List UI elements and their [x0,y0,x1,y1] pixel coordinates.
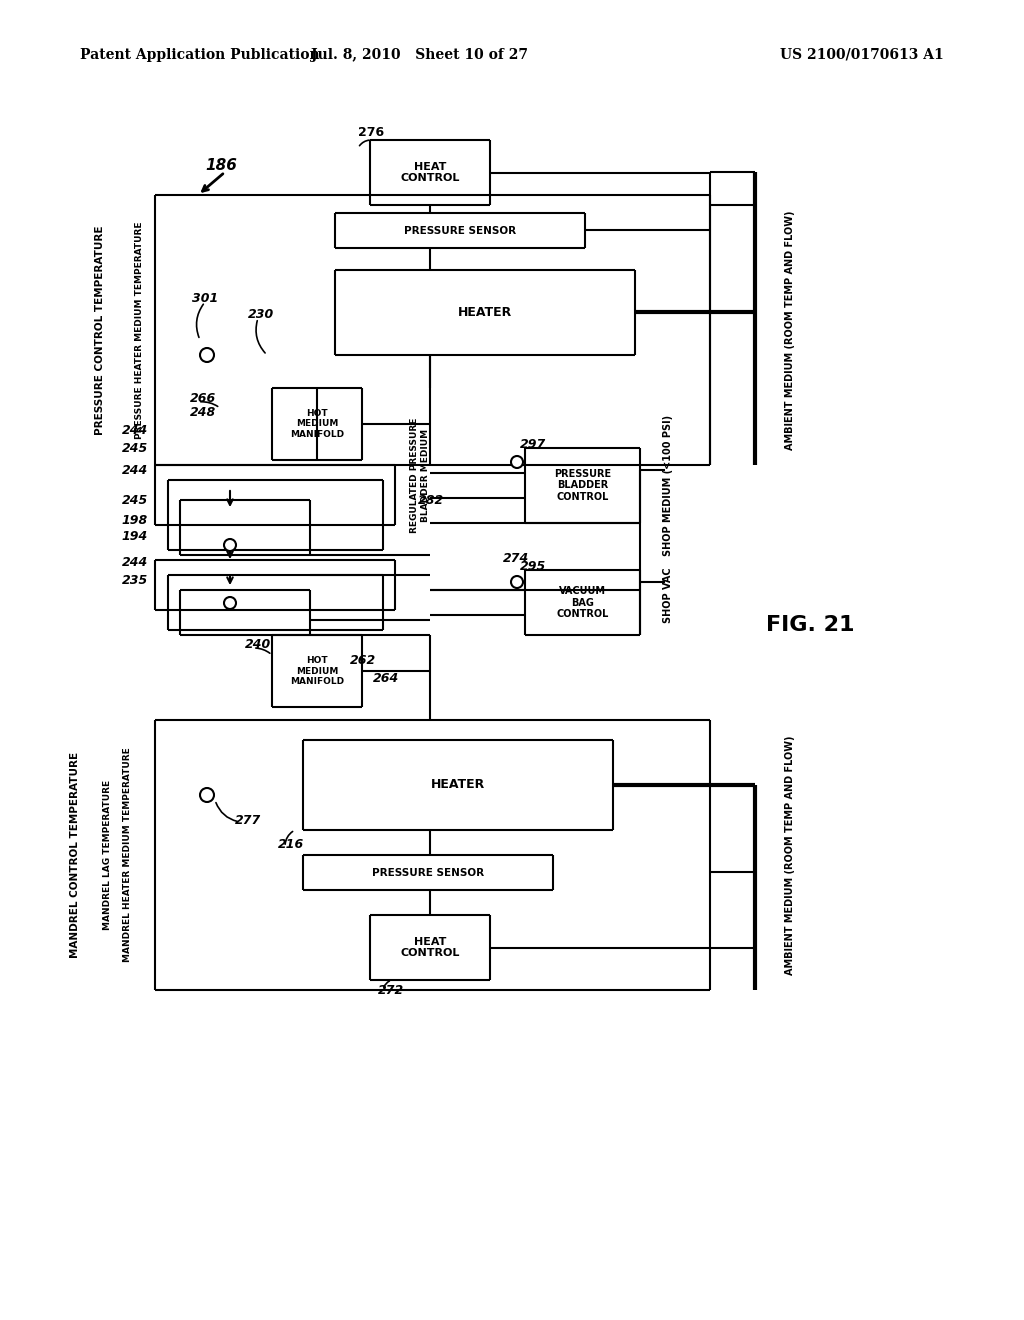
Circle shape [200,788,214,803]
Text: PRESSURE SENSOR: PRESSURE SENSOR [403,226,516,235]
Text: 282: 282 [418,494,444,507]
Text: REGULATED PRESSURE
BLADDER MEDIUM: REGULATED PRESSURE BLADDER MEDIUM [411,417,430,533]
Text: 216: 216 [278,838,304,851]
Text: AMBIENT MEDIUM (ROOM TEMP AND FLOW): AMBIENT MEDIUM (ROOM TEMP AND FLOW) [785,210,795,450]
Text: 272: 272 [378,983,404,997]
Text: PRESSURE CONTROL TEMPERATURE: PRESSURE CONTROL TEMPERATURE [95,226,105,434]
Text: 277: 277 [234,813,261,826]
Circle shape [511,576,523,587]
Text: PRESSURE SENSOR: PRESSURE SENSOR [372,867,484,878]
Text: 264: 264 [373,672,399,685]
Text: HEATER: HEATER [458,306,512,319]
Text: HEATER: HEATER [431,779,485,792]
Text: 274: 274 [503,552,529,565]
Text: 266: 266 [190,392,216,404]
Text: MANDREL LAG TEMPERATURE: MANDREL LAG TEMPERATURE [103,780,113,931]
Text: SHOP MEDIUM (<100 PSI): SHOP MEDIUM (<100 PSI) [663,414,673,556]
Text: 244: 244 [122,463,148,477]
Text: FIG. 21: FIG. 21 [766,615,854,635]
Text: SHOP VAC: SHOP VAC [663,568,673,623]
Text: HEAT
CONTROL: HEAT CONTROL [400,937,460,958]
Text: VACUUM
BAG
CONTROL: VACUUM BAG CONTROL [556,586,608,619]
Text: HEAT
CONTROL: HEAT CONTROL [400,162,460,183]
Text: 244: 244 [122,424,148,437]
Text: 186: 186 [205,157,237,173]
Text: MANDREL CONTROL TEMPERATURE: MANDREL CONTROL TEMPERATURE [70,752,80,958]
Circle shape [224,597,236,609]
Text: 295: 295 [520,561,546,573]
Text: PRESSURE
BLADDER
CONTROL: PRESSURE BLADDER CONTROL [554,469,611,502]
Circle shape [224,539,236,550]
Text: 194: 194 [122,531,148,544]
Text: 198: 198 [122,513,148,527]
Text: 297: 297 [520,438,546,451]
Text: 248: 248 [190,405,216,418]
Text: 245: 245 [122,494,148,507]
Text: 244: 244 [122,556,148,569]
Text: HOT
MEDIUM
MANIFOLD: HOT MEDIUM MANIFOLD [290,409,344,438]
Text: 262: 262 [350,653,376,667]
Text: AMBIENT MEDIUM (ROOM TEMP AND FLOW): AMBIENT MEDIUM (ROOM TEMP AND FLOW) [785,735,795,974]
Text: Jul. 8, 2010   Sheet 10 of 27: Jul. 8, 2010 Sheet 10 of 27 [311,48,528,62]
Text: 240: 240 [245,639,271,652]
Text: Patent Application Publication: Patent Application Publication [80,48,319,62]
Text: 301: 301 [193,293,218,305]
Text: 230: 230 [248,309,274,322]
Circle shape [511,455,523,469]
Circle shape [200,348,214,362]
Text: 276: 276 [358,127,384,140]
Text: MANDREL HEATER MEDIUM TEMPERATURE: MANDREL HEATER MEDIUM TEMPERATURE [124,747,132,962]
Text: US 2100/0170613 A1: US 2100/0170613 A1 [780,48,944,62]
Text: PRESSURE HEATER MEDIUM TEMPERATURE: PRESSURE HEATER MEDIUM TEMPERATURE [135,222,144,438]
Text: 235: 235 [122,573,148,586]
Text: HOT
MEDIUM
MANIFOLD: HOT MEDIUM MANIFOLD [290,656,344,686]
Text: 245: 245 [122,441,148,454]
